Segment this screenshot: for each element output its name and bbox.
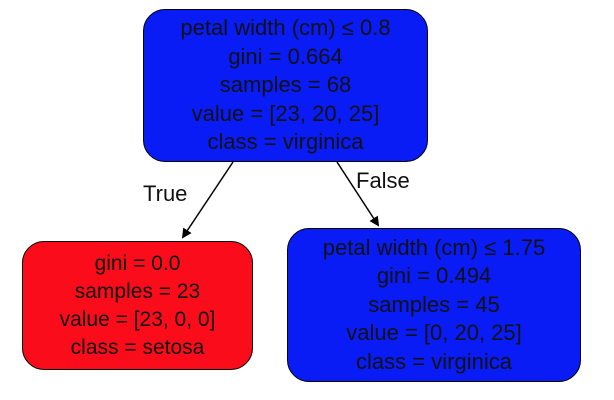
- edge-true-arrow: [181, 161, 234, 239]
- node-samples: samples = 68: [219, 72, 352, 98]
- node-samples: samples = 23: [74, 279, 201, 303]
- node-gini: gini = 0.494: [376, 263, 492, 289]
- node-value: value = [23, 0, 0]: [59, 307, 216, 331]
- node-gini: gini = 0.0: [94, 251, 181, 275]
- tree-node-left-leaf: gini = 0.0 samples = 23 value = [23, 0, …: [22, 241, 253, 370]
- node-gini: gini = 0.664: [228, 43, 343, 69]
- edge-label-false: False: [356, 168, 410, 193]
- node-value: value = [23, 20, 25]: [191, 100, 380, 126]
- node-samples: samples = 45: [368, 291, 500, 317]
- edge-false-arrow: [336, 161, 380, 227]
- node-split-rule: petal width (cm) ≤ 1.75: [322, 234, 546, 260]
- node-class: class = virginica: [207, 129, 364, 155]
- node-class: class = setosa: [70, 335, 205, 359]
- node-split-rule: petal width (cm) ≤ 0.8: [180, 15, 391, 41]
- tree-node-root: petal width (cm) ≤ 0.8 gini = 0.664 samp…: [143, 9, 428, 162]
- node-value: value = [0, 20, 25]: [346, 320, 522, 346]
- node-class: class = virginica: [356, 348, 512, 374]
- edge-label-true: True: [143, 181, 188, 206]
- tree-node-right: petal width (cm) ≤ 1.75 gini = 0.494 sam…: [287, 228, 581, 382]
